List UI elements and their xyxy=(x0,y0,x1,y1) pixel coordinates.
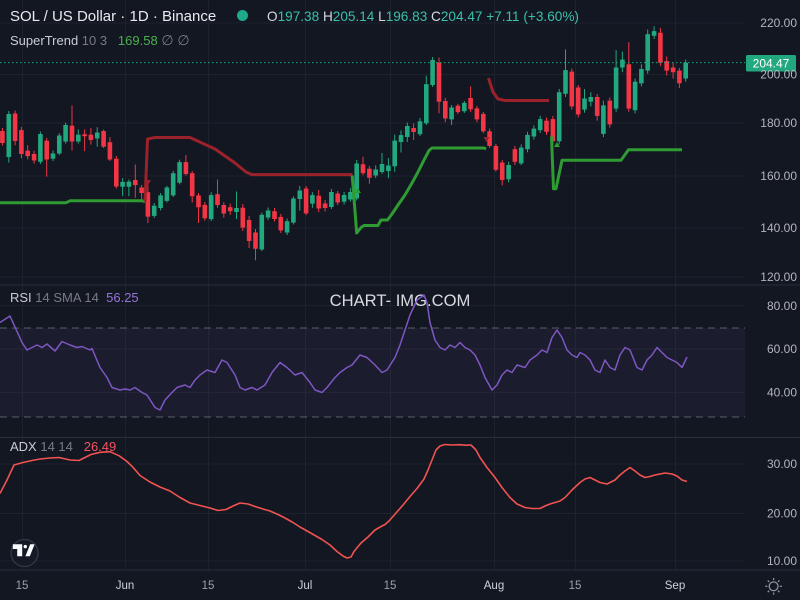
svg-text:30.00: 30.00 xyxy=(767,457,797,471)
svg-text:40.00: 40.00 xyxy=(767,386,797,400)
svg-text:O197.38 H205.14 L196.83 C204.4: O197.38 H205.14 L196.83 C204.47 +7.11 (+… xyxy=(267,9,579,24)
svg-text:SOL / US Dollar · 1D · Binance: SOL / US Dollar · 1D · Binance xyxy=(10,8,216,25)
svg-text:160.00: 160.00 xyxy=(760,169,797,183)
svg-text:10.00: 10.00 xyxy=(767,554,797,568)
svg-text:Aug: Aug xyxy=(484,580,504,592)
svg-text:80.00: 80.00 xyxy=(767,299,797,313)
svg-text:15: 15 xyxy=(384,580,397,592)
svg-text:20.00: 20.00 xyxy=(767,507,797,521)
svg-text:200.00: 200.00 xyxy=(760,68,797,82)
svg-text:Sep: Sep xyxy=(665,580,685,592)
svg-text:RSI 14 SMA 14 56.25: RSI 14 SMA 14 56.25 xyxy=(10,290,139,305)
svg-text:ADX 14 14 26.49: ADX 14 14 26.49 xyxy=(10,439,116,454)
svg-text:220.00: 220.00 xyxy=(760,16,797,30)
svg-text:CHART- IMG.COM: CHART- IMG.COM xyxy=(330,291,471,310)
svg-text:180.00: 180.00 xyxy=(760,116,797,130)
svg-text:15: 15 xyxy=(569,580,582,592)
svg-text:SuperTrend 10 3 169.58 ∅ ∅: SuperTrend 10 3 169.58 ∅ ∅ xyxy=(10,32,190,48)
svg-text:120.00: 120.00 xyxy=(760,270,797,284)
svg-text:60.00: 60.00 xyxy=(767,342,797,356)
svg-text:Jul: Jul xyxy=(298,580,313,592)
svg-text:15: 15 xyxy=(16,580,29,592)
svg-text:140.00: 140.00 xyxy=(760,221,797,235)
svg-text:15: 15 xyxy=(202,580,215,592)
svg-text:204.47: 204.47 xyxy=(753,57,790,71)
svg-text:Jun: Jun xyxy=(116,580,135,592)
